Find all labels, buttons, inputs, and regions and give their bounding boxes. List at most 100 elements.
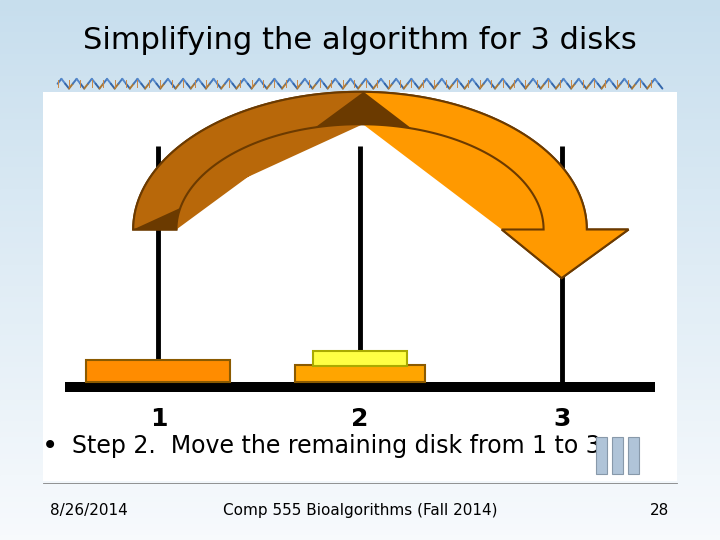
Text: Comp 555 Bioalgorithms (Fall 2014): Comp 555 Bioalgorithms (Fall 2014): [222, 503, 498, 518]
Text: 3: 3: [553, 407, 570, 430]
Bar: [43, 92, 677, 481]
Polygon shape: [363, 92, 629, 278]
Bar: [0, 238, 720, 243]
Bar: [0, 259, 720, 265]
Bar: [0, 297, 720, 302]
Text: Step 2.  Move the remaining disk from 1 to 3: Step 2. Move the remaining disk from 1 t…: [72, 434, 600, 457]
Bar: [0, 383, 720, 389]
Bar: [0, 513, 720, 518]
Bar: [0, 211, 720, 216]
Bar: [0, 167, 720, 173]
Text: 2: 2: [351, 407, 369, 430]
Bar: [0, 286, 720, 292]
Bar: [0, 335, 720, 340]
Bar: [0, 227, 720, 232]
Bar: [0, 194, 720, 200]
Bar: [0, 243, 720, 248]
Bar: [0, 367, 720, 373]
Bar: [0, 394, 720, 400]
Bar: [0, 108, 720, 113]
Bar: [0, 32, 720, 38]
Bar: [0, 265, 720, 270]
Bar: [0, 254, 720, 259]
Bar: [0, 205, 720, 211]
Bar: [0, 529, 720, 535]
Bar: [0, 340, 720, 346]
Text: 28: 28: [650, 503, 670, 518]
Bar: [0, 146, 720, 151]
Bar: [0, 221, 720, 227]
Bar: [0, 43, 720, 49]
Text: •: •: [42, 431, 58, 460]
Bar: [0, 475, 720, 481]
Bar: [0, 356, 720, 362]
Bar: [0, 92, 720, 97]
Bar: [0, 0, 720, 5]
Text: 8/26/2014: 8/26/2014: [50, 503, 128, 518]
Bar: [0, 324, 720, 329]
Bar: [0, 22, 720, 27]
Bar: [0, 524, 720, 529]
Bar: [0, 470, 720, 475]
Bar: [0, 443, 720, 448]
Bar: [0, 81, 720, 86]
Bar: [0, 491, 720, 497]
Bar: [0, 313, 720, 319]
Bar: [596, 436, 607, 475]
Bar: [0, 351, 720, 356]
Bar: [0, 103, 720, 108]
Bar: [0, 362, 720, 367]
Bar: [0, 427, 720, 432]
Bar: [86, 360, 230, 382]
Bar: [0, 308, 720, 313]
Bar: [0, 178, 720, 184]
Text: Simplifying the algorithm for 3 disks: Simplifying the algorithm for 3 disks: [83, 26, 637, 55]
Bar: [0, 319, 720, 324]
Bar: [0, 65, 720, 70]
Bar: [0, 113, 720, 119]
Bar: [0, 448, 720, 454]
Bar: [0, 464, 720, 470]
Bar: [0, 248, 720, 254]
Bar: [0, 216, 720, 221]
Bar: [0, 378, 720, 383]
Bar: [0, 135, 720, 140]
Bar: [0, 130, 720, 135]
Bar: [612, 436, 623, 475]
Bar: [0, 518, 720, 524]
Bar: [0, 200, 720, 205]
Bar: [0, 281, 720, 286]
Bar: [0, 119, 720, 124]
Bar: [0, 70, 720, 76]
Bar: [0, 162, 720, 167]
Bar: [0, 486, 720, 491]
Bar: [313, 351, 407, 366]
Bar: [0, 76, 720, 81]
Bar: [0, 497, 720, 502]
Bar: [0, 157, 720, 162]
Bar: [0, 124, 720, 130]
Bar: [0, 16, 720, 22]
Bar: [0, 421, 720, 427]
Bar: [0, 400, 720, 405]
Bar: [0, 59, 720, 65]
Bar: [0, 292, 720, 297]
Bar: [0, 86, 720, 92]
Bar: [0, 405, 720, 410]
Bar: [628, 436, 639, 475]
Bar: [295, 365, 425, 382]
Bar: [0, 173, 720, 178]
Bar: [0, 416, 720, 421]
Bar: [0, 437, 720, 443]
Bar: [0, 302, 720, 308]
Polygon shape: [133, 92, 364, 230]
Bar: [0, 389, 720, 394]
Bar: [0, 410, 720, 416]
Bar: [0, 502, 720, 508]
Polygon shape: [133, 92, 629, 278]
Bar: [0, 454, 720, 459]
Bar: [0, 151, 720, 157]
Bar: [0, 508, 720, 513]
Bar: [0, 38, 720, 43]
Bar: [0, 270, 720, 275]
